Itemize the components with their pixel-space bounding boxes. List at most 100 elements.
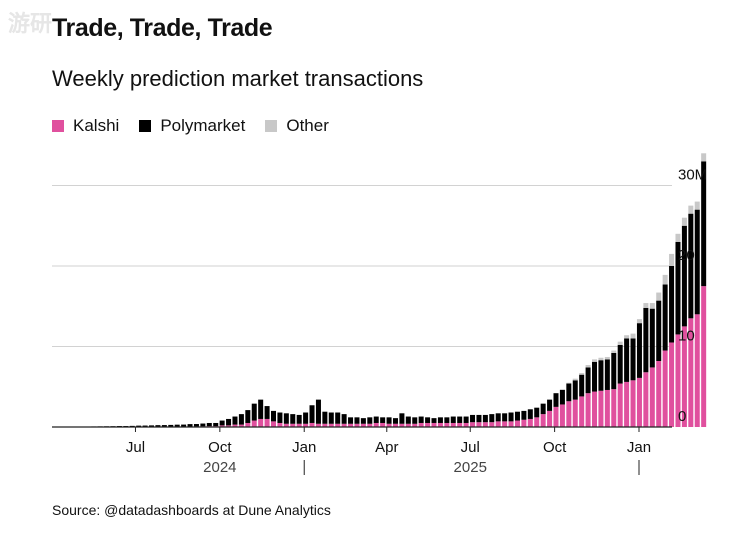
source-note: Source: @datadashboards at Dune Analytic… (52, 502, 331, 518)
bar-polymarket-24 (206, 422, 212, 427)
bar-kalshi-91 (636, 377, 642, 427)
bar-kalshi-97 (675, 334, 681, 427)
bar-polymarket-56 (412, 417, 418, 424)
bar-other-92 (643, 303, 649, 308)
bar-polymarket-86 (604, 359, 610, 390)
bar-polymarket-20 (181, 424, 187, 427)
bar-kalshi-78 (553, 406, 559, 428)
legend-item-polymarket: Polymarket (139, 116, 245, 136)
bar-kalshi-49 (367, 423, 373, 427)
bar-other-88 (617, 341, 623, 345)
bar-kalshi-70 (502, 421, 508, 427)
bar-kalshi-26 (219, 425, 225, 427)
bar-polymarket-73 (521, 410, 527, 420)
bar-polymarket-40 (309, 405, 315, 423)
bar-other-90 (630, 333, 636, 339)
bar-kalshi-85 (598, 390, 604, 427)
bar-other-100 (694, 201, 700, 210)
bar-kalshi-48 (360, 423, 366, 427)
bar-polymarket-61 (444, 417, 450, 423)
legend-swatch-other (265, 120, 278, 132)
bar-other-89 (624, 335, 630, 339)
bar-polymarket-74 (527, 409, 533, 419)
bar-polymarket-92 (643, 307, 649, 373)
bar-polymarket-63 (457, 416, 463, 423)
bar-kalshi-40 (309, 422, 315, 427)
x-tick-label-6: Jan (627, 439, 651, 456)
bar-polymarket-80 (566, 383, 572, 402)
bar-polymarket-57 (418, 416, 424, 423)
bar-other-97 (675, 233, 681, 242)
bar-other-101 (701, 153, 707, 162)
bar-polymarket-30 (245, 410, 251, 423)
legend-swatch-kalshi (52, 120, 64, 132)
bar-polymarket-65 (470, 414, 476, 423)
bar-kalshi-29 (238, 424, 244, 427)
bar-kalshi-93 (649, 367, 655, 427)
bar-polymarket-45 (341, 414, 347, 424)
bar-polymarket-91 (636, 323, 642, 378)
bar-kalshi-84 (592, 391, 598, 427)
bar-kalshi-42 (322, 423, 328, 427)
bar-polymarket-47 (354, 417, 360, 424)
bar-polymarket-17 (161, 425, 167, 427)
bar-polymarket-67 (482, 414, 488, 423)
bar-other-99 (688, 205, 694, 214)
bar-kalshi-28 (232, 424, 238, 427)
bar-kalshi-54 (399, 423, 405, 427)
bar-kalshi-75 (534, 417, 540, 427)
bar-polymarket-35 (277, 412, 283, 423)
bar-polymarket-66 (476, 414, 482, 423)
legend-item-kalshi: Kalshi (52, 116, 119, 136)
bar-polymarket-26 (219, 420, 225, 426)
bar-kalshi-79 (559, 404, 565, 427)
bar-polymarket-95 (662, 284, 668, 351)
bar-polymarket-23 (200, 423, 206, 427)
bar-polymarket-18 (168, 424, 174, 427)
bar-other-94 (656, 292, 662, 301)
bar-polymarket-76 (540, 403, 546, 415)
bar-kalshi-38 (296, 423, 302, 427)
bar-polymarket-64 (463, 416, 469, 423)
y-tick-label-0: 0 (678, 408, 686, 425)
bar-polymarket-31 (251, 403, 257, 421)
bar-other-86 (604, 356, 610, 360)
bar-polymarket-16 (155, 425, 161, 427)
bar-kalshi-88 (617, 383, 623, 427)
bar-polymarket-27 (226, 418, 232, 426)
bar-polymarket-49 (367, 417, 373, 424)
bar-polymarket-90 (630, 338, 636, 381)
bar-polymarket-79 (559, 389, 565, 405)
bar-polymarket-58 (425, 417, 431, 423)
watermark: 游研 (8, 11, 53, 36)
bar-kalshi-45 (341, 423, 347, 427)
bar-polymarket-54 (399, 413, 405, 424)
bar-polymarket-88 (617, 344, 623, 384)
bar-polymarket-69 (495, 413, 501, 422)
bar-kalshi-34 (271, 421, 277, 427)
bar-kalshi-46 (348, 423, 354, 427)
bar-polymarket-51 (380, 417, 386, 423)
bar-kalshi-66 (476, 422, 482, 427)
bar-kalshi-59 (431, 422, 437, 427)
bar-other-79 (559, 389, 565, 390)
bar-other-83 (585, 365, 591, 368)
bar-polymarket-15 (149, 425, 155, 427)
bar-kalshi-58 (425, 422, 431, 427)
bar-kalshi-81 (572, 399, 578, 427)
bar-kalshi-67 (482, 422, 488, 427)
legend-item-other: Other (265, 116, 329, 136)
bar-kalshi-63 (457, 422, 463, 427)
bar-kalshi-53 (392, 423, 398, 427)
bar-other-80 (566, 382, 572, 384)
bar-other-93 (649, 303, 655, 309)
bar-kalshi-60 (437, 422, 443, 427)
legend-label-kalshi: Kalshi (73, 116, 120, 135)
bar-kalshi-33 (264, 418, 270, 427)
chart-title: Trade, Trade, Trade (52, 14, 273, 42)
bar-polymarket-53 (392, 418, 398, 424)
bar-kalshi-47 (354, 423, 360, 427)
bar-kalshi-76 (540, 414, 546, 427)
bar-polymarket-34 (271, 410, 277, 422)
